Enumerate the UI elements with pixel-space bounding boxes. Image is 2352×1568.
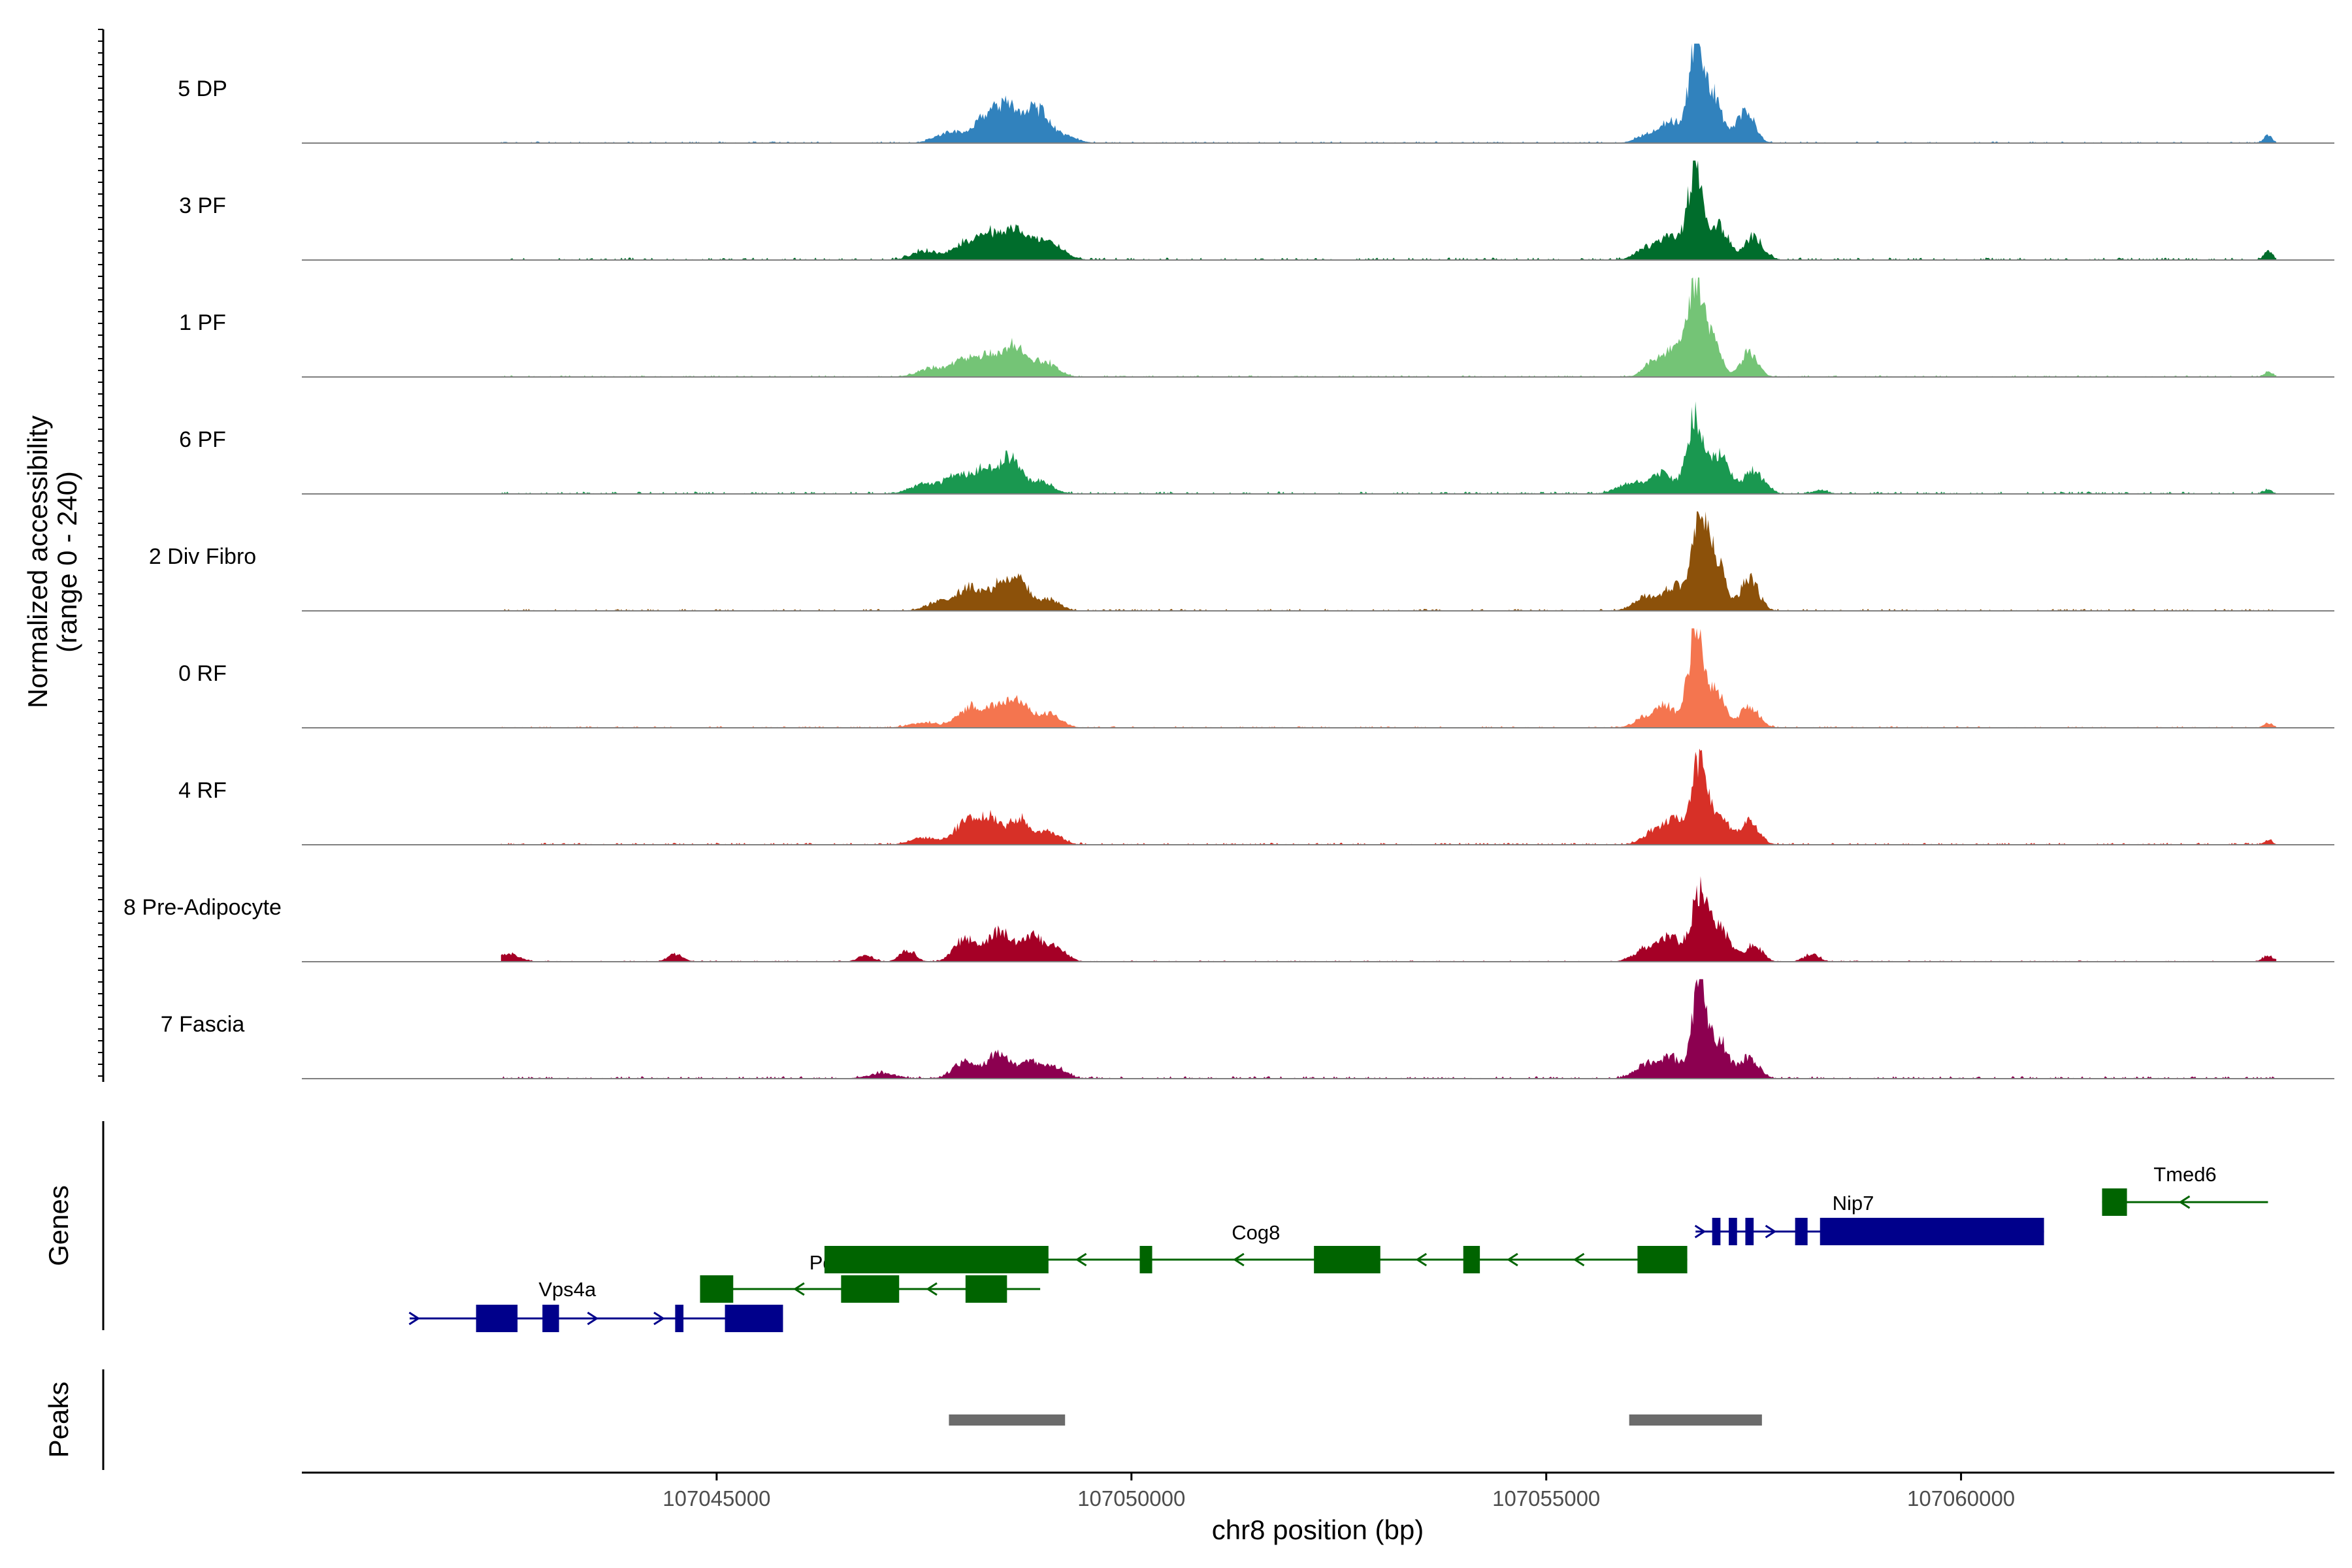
x-axis: 107045000 107050000 107055000 107060000 chr… (302, 1471, 2334, 1545)
strand-arrow (1233, 1252, 1245, 1267)
track-label: 2 Div Fibro (149, 544, 256, 569)
track-label: 1 PF (179, 310, 226, 335)
gene-exon (542, 1305, 559, 1332)
coverage-area (500, 43, 2277, 143)
gene-label: Nip7 (1833, 1192, 1874, 1215)
gene-exon (2102, 1188, 2127, 1216)
gene-label: Tmed6 (2153, 1163, 2216, 1186)
coverage-area (500, 160, 2277, 260)
strand-arrow (1765, 1224, 1777, 1239)
x-axis-label: chr8 position (bp) (1212, 1514, 1424, 1545)
coverage-area (500, 277, 2277, 377)
strand-arrow (653, 1311, 665, 1326)
y-axis-label: Normalized accessibility (22, 416, 53, 708)
gene-exon (1795, 1218, 1808, 1245)
peak-region (949, 1414, 1066, 1426)
coverage-tracks: 5 DP 3 PF 1 PF 6 PF 2 Div Fibro 0 RF 4 RF 8 Pre… (123, 43, 2334, 1079)
gene-exon (1745, 1218, 1754, 1245)
strand-arrow (1075, 1252, 1087, 1267)
genes-track: Genes Vps4aPdfCog8Nip7Tmed6 (43, 1121, 2268, 1332)
gene-label: Vps4a (538, 1278, 596, 1301)
coverage-area (500, 511, 2277, 611)
gene-tmed6: Tmed6 (2102, 1163, 2268, 1216)
x-axis-ticks: 107045000 107050000 107055000 107060000 (662, 1473, 2015, 1511)
strand-arrow (408, 1311, 421, 1326)
gene-label: Cog8 (1232, 1221, 1280, 1244)
track-8-pre-adipocyte: 8 Pre-Adipocyte (123, 876, 2334, 962)
y-axis-title: Normalized accessibility (range 0 - 240) (22, 416, 82, 708)
track-label: 7 Fascia (161, 1012, 245, 1037)
gene-exon (1314, 1246, 1380, 1273)
track-label: 6 PF (179, 427, 226, 452)
coverage-area (500, 401, 2277, 494)
x-tick-label: 107050000 (1077, 1486, 1185, 1511)
gene-exon (725, 1305, 783, 1332)
gene-vps4a: Vps4a (408, 1278, 783, 1332)
y-axis-range-label: (range 0 - 240) (52, 471, 82, 653)
gene-exon (1729, 1218, 1737, 1245)
x-tick-label: 107055000 (1492, 1486, 1600, 1511)
peak-regions (949, 1414, 1762, 1426)
gene-exon (841, 1275, 900, 1303)
peak-region (1629, 1414, 1762, 1426)
strand-arrow (1507, 1252, 1518, 1267)
peaks-track: Peaks (43, 1369, 1762, 1470)
gene-cog8: Cog8 (824, 1221, 1688, 1273)
gene-exon (1463, 1246, 1480, 1273)
track-label: 0 RF (178, 661, 227, 686)
gene-exon (476, 1305, 518, 1332)
track-0-rf: 0 RF (178, 628, 2334, 728)
track-label: 8 Pre-Adipocyte (123, 895, 282, 920)
gene-exon (1637, 1246, 1688, 1273)
x-tick-label: 107045000 (662, 1486, 770, 1511)
strand-arrow (926, 1282, 938, 1296)
gene-exon (1712, 1218, 1721, 1245)
track-label: 5 DP (178, 76, 227, 101)
track-label: 4 RF (178, 778, 227, 803)
track-1-pf: 1 PF (179, 277, 2334, 378)
coverage-area (500, 628, 2277, 728)
track-4-rf: 4 RF (178, 748, 2334, 845)
gene-exon (1139, 1246, 1152, 1273)
gene-nip7: Nip7 (1694, 1192, 2044, 1245)
track-2-div-fibro: 2 Div Fibro (149, 511, 2334, 612)
strand-arrow (1694, 1224, 1707, 1239)
track-3-pf: 3 PF (179, 160, 2334, 261)
gene-exon (1820, 1218, 2044, 1245)
track-5-dp: 5 DP (178, 43, 2334, 144)
track-6-pf: 6 PF (179, 401, 2334, 495)
peaks-track-label: Peaks (43, 1382, 74, 1458)
gene-exon (965, 1275, 1007, 1303)
gene-exon (700, 1275, 734, 1303)
gene-exon (824, 1246, 1049, 1273)
x-tick-label: 107060000 (1907, 1486, 2015, 1511)
strand-arrow (2178, 1195, 2191, 1209)
strand-arrow (1415, 1252, 1428, 1267)
coverage-area (500, 748, 2277, 845)
track-label: 3 PF (179, 193, 226, 218)
strand-arrow (587, 1311, 599, 1326)
coverage-y-axis (98, 29, 105, 1082)
gene-exon (675, 1305, 684, 1332)
genes-track-label: Genes (43, 1185, 74, 1266)
coverage-area (500, 876, 2277, 962)
track-7-fascia: 7 Fascia (161, 979, 2334, 1079)
gene-models: Vps4aPdfCog8Nip7Tmed6 (408, 1163, 2268, 1332)
strand-arrow (1573, 1252, 1585, 1267)
strand-arrow (793, 1282, 805, 1296)
coverage-area (500, 979, 2277, 1079)
